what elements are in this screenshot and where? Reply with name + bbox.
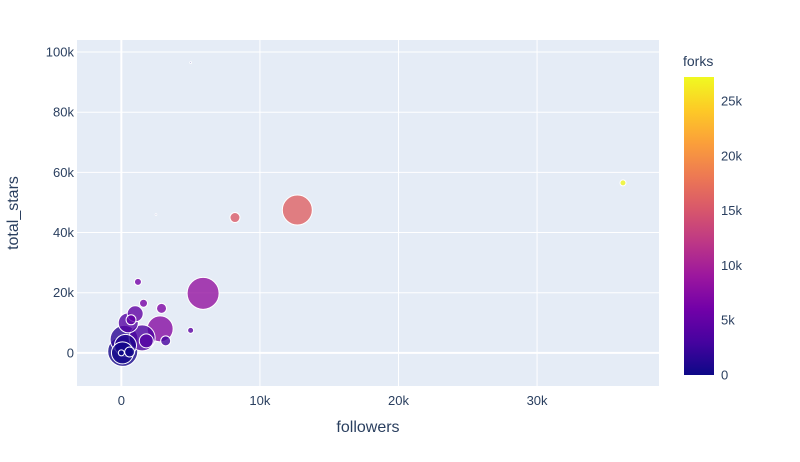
y-axis-title: total_stars (5, 176, 22, 250)
colorbar-tick-label: 20k (721, 148, 742, 163)
colorbar-tick-label: 15k (721, 203, 742, 218)
colorbar-tick-label: 0 (721, 368, 728, 383)
x-axis-ticks: 0 10k 20k 30k (118, 393, 548, 408)
bubble[interactable] (156, 302, 168, 314)
bubble[interactable] (124, 346, 136, 358)
bubble[interactable] (125, 314, 137, 326)
bubbles (107, 61, 627, 367)
colorbar-tick-label: 25k (721, 94, 742, 109)
bubble[interactable] (186, 276, 220, 310)
y-tick-label: 20k (53, 285, 74, 300)
bubble[interactable] (160, 335, 172, 347)
bubble[interactable] (154, 213, 158, 216)
colorbar-ticks: 0 5k 10k 15k 20k 25k (721, 94, 742, 383)
y-tick-label: 0 (67, 345, 74, 360)
bubble[interactable] (139, 298, 149, 308)
bubble[interactable] (133, 277, 142, 286)
bubble[interactable] (619, 179, 627, 187)
colorbar-tick-label: 10k (721, 258, 742, 273)
bubble[interactable] (117, 349, 125, 357)
x-tick-label: 20k (388, 393, 409, 408)
gridlines (77, 40, 659, 386)
colorbar-title: forks (683, 53, 713, 69)
x-axis-title: followers (336, 419, 399, 436)
bubble[interactable] (187, 326, 195, 334)
x-tick-label: 30k (527, 393, 548, 408)
y-tick-label: 60k (53, 165, 74, 180)
bubble[interactable] (138, 333, 154, 349)
bubble[interactable] (229, 212, 241, 224)
y-tick-label: 100k (46, 45, 75, 60)
x-tick-label: 0 (118, 393, 125, 408)
x-tick-label: 10k (249, 393, 270, 408)
colorbar-tick-label: 5k (721, 313, 735, 328)
bubble[interactable] (189, 61, 192, 64)
colorbar (684, 77, 714, 375)
y-axis-ticks: 0 20k 40k 60k 80k 100k (46, 45, 75, 361)
y-tick-label: 80k (53, 105, 74, 120)
y-tick-label: 40k (53, 225, 74, 240)
bubble[interactable] (281, 194, 313, 226)
plot-area (77, 40, 659, 386)
